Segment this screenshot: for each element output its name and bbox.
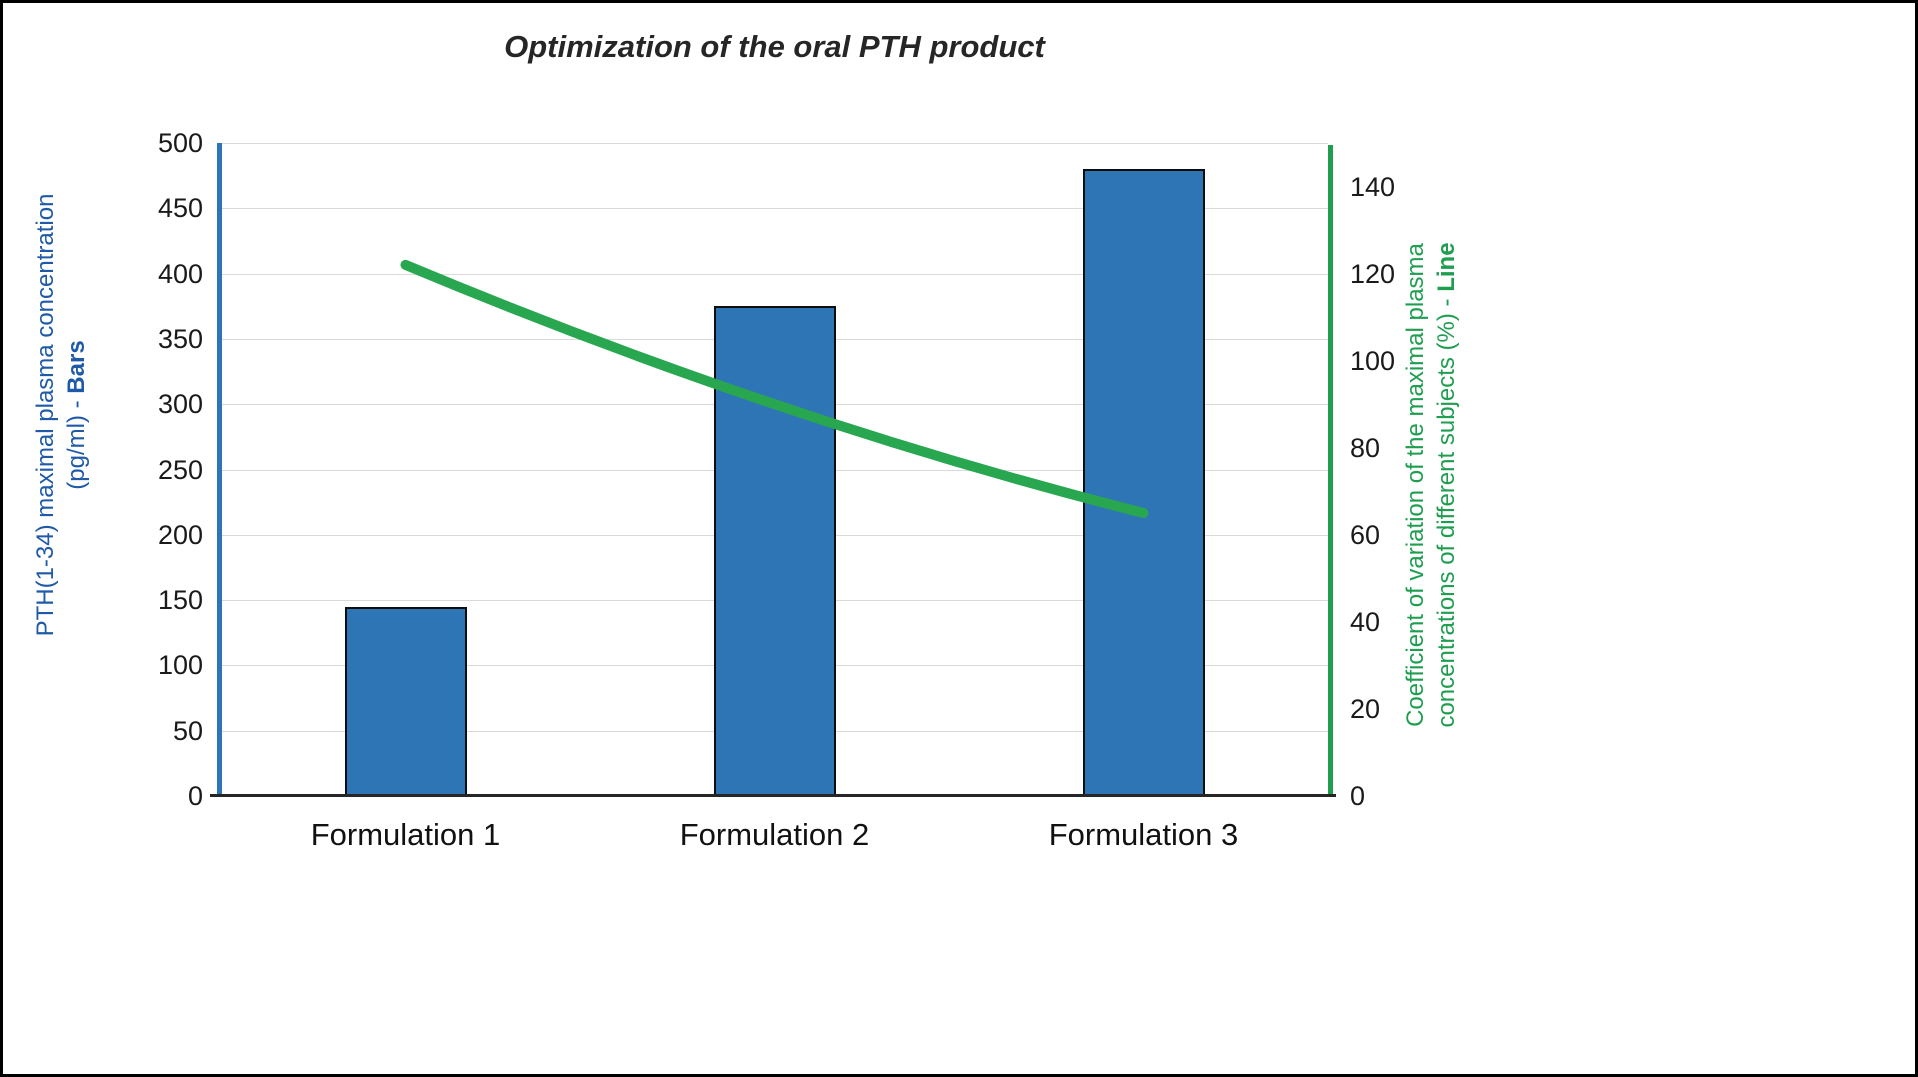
gridline <box>221 143 1328 144</box>
right-axis-label-line2: concentrations of different subjects (%)… <box>1433 242 1460 728</box>
right-axis-line <box>1328 145 1333 796</box>
bottom-axis-line <box>210 794 1336 797</box>
left-axis-label-line2: (pg/ml) - Bars <box>63 340 90 490</box>
x-axis-label-3: Formulation 3 <box>1048 817 1239 852</box>
right-axis-tick: 140 <box>1350 171 1396 202</box>
left-axis-tick: 250 <box>157 454 203 485</box>
bar-3 <box>1082 169 1205 796</box>
left-axis-line <box>217 143 222 796</box>
left-axis-tick: 50 <box>172 715 203 746</box>
left-axis-label-line1: PTH(1-34) maximal plasma concentration <box>31 193 59 637</box>
left-axis-tick: 300 <box>157 389 203 420</box>
right-axis-tick: 20 <box>1350 693 1381 724</box>
left-axis-bars-keyword: Bars <box>63 340 90 394</box>
chart-title: Optimization of the oral PTH product <box>504 29 1045 64</box>
left-axis-tick: 450 <box>157 193 203 224</box>
x-axis-label-2: Formulation 2 <box>679 817 870 852</box>
left-axis-tick: 500 <box>157 128 203 158</box>
bar-2 <box>713 306 836 796</box>
left-axis-tick: 0 <box>187 781 203 811</box>
left-axis-label: PTH(1-34) maximal plasma concentration (… <box>30 194 92 637</box>
right-axis-label-line1: Coefficient of variation of the maximal … <box>1401 243 1429 727</box>
left-axis-tick: 400 <box>157 258 203 289</box>
right-axis-tick: 120 <box>1350 258 1396 289</box>
right-axis-tick: 0 <box>1350 781 1366 811</box>
gridline <box>221 208 1328 210</box>
left-axis-tick: 100 <box>157 650 203 681</box>
left-axis-tick: 200 <box>157 519 203 550</box>
right-axis-label: Coefficient of variation of the maximal … <box>1400 242 1462 727</box>
bar-1 <box>344 606 467 796</box>
right-axis-tick: 40 <box>1350 606 1381 637</box>
left-axis-tick: 150 <box>157 585 203 616</box>
right-axis-tick: 100 <box>1350 345 1396 376</box>
plot-area <box>221 143 1328 796</box>
left-axis-tick: 350 <box>157 323 203 354</box>
right-axis-tick: 60 <box>1350 519 1381 550</box>
x-axis-label-1: Formulation 1 <box>310 817 501 852</box>
right-axis-tick: 80 <box>1350 432 1381 463</box>
